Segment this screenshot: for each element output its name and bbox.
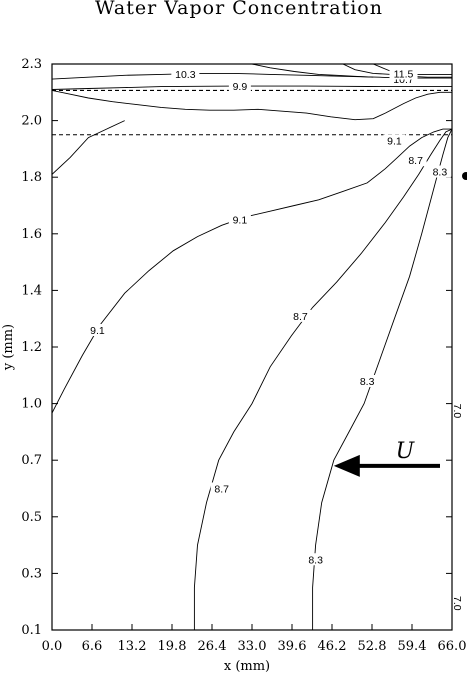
y-tick-label: 2.0 bbox=[21, 114, 42, 129]
contour-label: 9.1 bbox=[90, 325, 105, 337]
contour-label-bg bbox=[389, 67, 418, 80]
y-tick-label: 0.1 bbox=[21, 623, 42, 638]
edge-marker bbox=[462, 172, 467, 180]
interface-lines bbox=[52, 89, 452, 136]
x-tick-label: 26.4 bbox=[198, 639, 227, 654]
contour-label: 9.9 bbox=[233, 81, 248, 93]
x-axis-ticks: 0.0 6.6 13.2 19.8 26.4 33.0 39.6 46.2 52.8 59.4 66… bbox=[42, 624, 467, 654]
contour-lines bbox=[52, 64, 452, 630]
x-axis-label: x (mm) bbox=[224, 659, 270, 674]
plot-frame bbox=[51, 63, 453, 631]
x-tick-label: 19.8 bbox=[158, 639, 187, 654]
x-tick-label: 66.0 bbox=[438, 639, 467, 654]
contour-line bbox=[52, 128, 452, 414]
x-tick-label: 6.6 bbox=[82, 639, 103, 654]
y-tick-label: 1.8 bbox=[21, 170, 42, 185]
x-tick-label: 59.4 bbox=[398, 639, 427, 654]
x-tick-label: 46.2 bbox=[318, 639, 347, 654]
y-tick-label: 2.3 bbox=[21, 57, 42, 72]
contour-label: 9.1 bbox=[387, 135, 402, 147]
contour-line bbox=[373, 64, 452, 78]
flow-arrow-head bbox=[333, 454, 360, 477]
x-tick-label: 13.2 bbox=[118, 639, 147, 654]
contour-line bbox=[52, 85, 452, 90]
contour-label-bg bbox=[289, 309, 312, 322]
x-tick-label: 33.0 bbox=[238, 639, 267, 654]
contour-label-bg bbox=[228, 80, 251, 93]
y-tick-label: 1.0 bbox=[21, 397, 42, 412]
contour-label-bg bbox=[304, 553, 327, 566]
chart-title: Water Vapor Concentration bbox=[95, 0, 383, 19]
contour-label: 8.7 bbox=[408, 155, 423, 167]
contour-line bbox=[193, 128, 452, 630]
contour-line bbox=[312, 128, 452, 630]
contour-label: 9.1 bbox=[233, 215, 248, 227]
flow-arrow-label: U bbox=[396, 439, 416, 464]
y-axis-ticks: 0.1 0.3 0.5 0.7 1.0 1.2 1.4 1.6 1.8 2.0 2.3 bbox=[21, 57, 452, 638]
x-tick-label: 0.0 bbox=[42, 639, 63, 654]
contour-label-bg bbox=[428, 165, 451, 178]
contour-line bbox=[52, 89, 452, 121]
contour-label: 8.7 bbox=[214, 484, 229, 496]
contour-label: 8.3 bbox=[308, 554, 323, 566]
x-tick-label: 52.8 bbox=[358, 639, 387, 654]
contour-label: 10.3 bbox=[175, 69, 196, 81]
contour-label-bg bbox=[171, 67, 200, 80]
contour-label: 8.3 bbox=[360, 376, 375, 388]
contour-label-bg bbox=[404, 154, 427, 167]
contour-label: 8.3 bbox=[433, 167, 448, 179]
contour-label: 8.7 bbox=[293, 311, 308, 323]
x-tick-label: 39.6 bbox=[278, 639, 307, 654]
edge-contour-label: 7.0 bbox=[451, 404, 463, 419]
y-tick-label: 1.2 bbox=[21, 340, 42, 355]
contour-label: 11.5 bbox=[394, 68, 414, 80]
y-tick-label: 0.5 bbox=[21, 510, 42, 525]
contour-labels: 9.19.19.18.78.78.78.38.38.39.910.3 10.711… bbox=[86, 67, 463, 611]
contour-line bbox=[52, 120, 125, 175]
contour-label-bg bbox=[210, 482, 233, 495]
annotations: U bbox=[333, 439, 440, 477]
contour-line bbox=[251, 64, 374, 78]
y-tick-label: 0.3 bbox=[21, 566, 42, 581]
contour-label-bg bbox=[356, 374, 379, 387]
contour-label-bg bbox=[383, 134, 406, 147]
contour-label-bg bbox=[86, 324, 109, 337]
y-tick-label: 1.6 bbox=[21, 227, 42, 242]
plot-area bbox=[52, 64, 452, 630]
y-tick-label: 1.4 bbox=[21, 283, 42, 298]
y-tick-label: 0.7 bbox=[21, 453, 42, 468]
y-axis-label: y (mm) bbox=[1, 324, 16, 371]
contour-label-bg bbox=[228, 213, 251, 226]
edge-contour-label: 7.0 bbox=[451, 596, 463, 611]
